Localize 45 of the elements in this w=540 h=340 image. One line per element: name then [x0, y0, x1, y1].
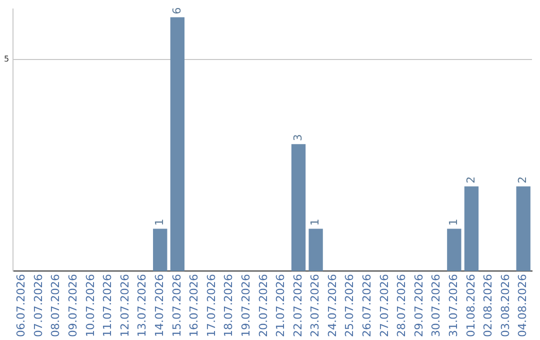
- x-tick-label: 14.07.2026: [152, 274, 166, 338]
- x-tick-label: 03.08.2026: [498, 274, 512, 338]
- x-tick-label: 24.07.2026: [326, 274, 339, 338]
- x-tick-label: 29.07.2026: [412, 274, 426, 338]
- x-tick-label: 30.07.2026: [430, 274, 443, 338]
- x-tick-label: 23.07.2026: [308, 274, 322, 338]
- x-tick-label: 04.08.2026: [516, 274, 530, 338]
- x-tick-label: 02.08.2026: [482, 274, 495, 338]
- data-label: 1: [447, 218, 460, 226]
- x-tick-label: 17.07.2026: [204, 274, 218, 338]
- data-label: 1: [152, 218, 166, 226]
- x-tick-label: 15.07.2026: [170, 274, 184, 338]
- data-label: 6: [170, 7, 184, 14]
- bar: [153, 228, 168, 272]
- x-tick-label: 13.07.2026: [136, 274, 149, 338]
- x-tick-label: 26.07.2026: [360, 274, 374, 338]
- x-tick-label: 28.07.2026: [395, 274, 408, 338]
- y-tick-label: 5: [4, 54, 10, 64]
- x-tick-label: 31.07.2026: [447, 274, 460, 338]
- data-label: 2: [464, 176, 478, 184]
- x-tick-label: 01.08.2026: [464, 274, 478, 338]
- x-tick-label: 08.07.2026: [49, 274, 62, 338]
- x-tick-label: 10.07.2026: [84, 274, 97, 338]
- x-tick-label: 21.07.2026: [274, 274, 288, 338]
- data-label: 1: [308, 218, 322, 226]
- x-tick-label: 11.07.2026: [101, 274, 114, 338]
- bar: [464, 186, 479, 272]
- x-tick-label: 07.07.2026: [32, 274, 45, 338]
- x-tick-label: 09.07.2026: [66, 274, 80, 338]
- bar: [447, 228, 462, 272]
- bar: [516, 186, 530, 272]
- x-tick-label: 25.07.2026: [343, 274, 356, 338]
- x-tick-label: 06.07.2026: [14, 274, 28, 338]
- x-tick-label: 18.07.2026: [222, 274, 236, 338]
- x-tick-label: 20.07.2026: [256, 274, 270, 338]
- x-tick-label: 19.07.2026: [239, 274, 252, 338]
- data-label: 2: [516, 176, 530, 184]
- x-tick-label: 27.07.2026: [378, 274, 391, 338]
- bar: [170, 17, 185, 272]
- x-tick-label: 16.07.2026: [188, 274, 201, 338]
- bar: [308, 228, 323, 272]
- bar: [291, 144, 306, 272]
- data-label: 3: [291, 134, 304, 142]
- x-tick-label: 22.07.2026: [291, 274, 304, 338]
- x-tick-label: 12.07.2026: [118, 274, 132, 338]
